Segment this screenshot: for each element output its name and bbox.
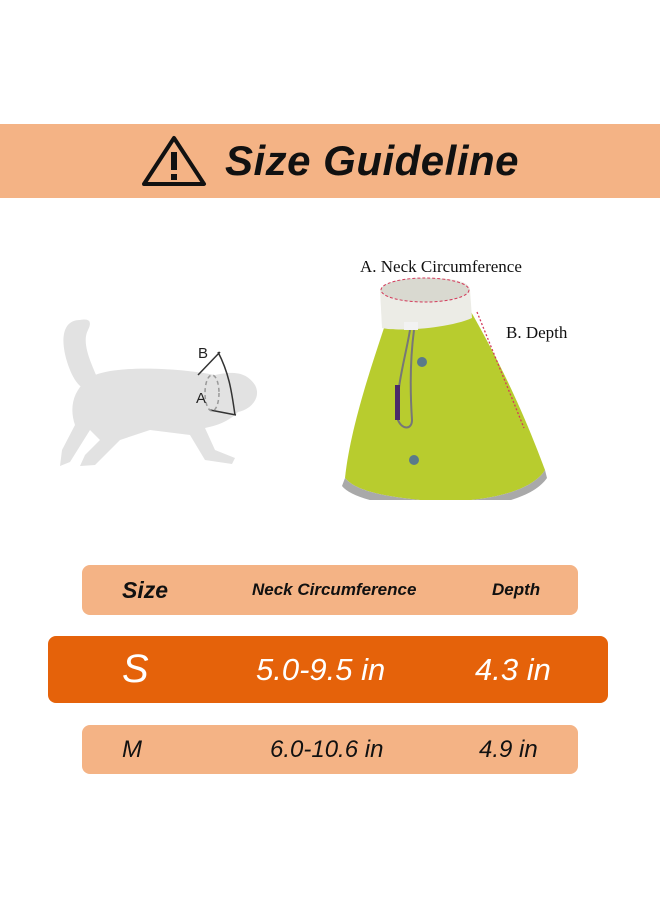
page-title: Size Guideline — [224, 137, 520, 184]
table-row-s: S 5.0-9.5 in 4.3 in — [48, 636, 608, 703]
warning-triangle-icon — [141, 136, 206, 186]
depth-m: 4.9 in — [479, 735, 538, 763]
depth-label: B. Depth — [506, 323, 568, 342]
size-table-header: Size Neck Circumference Depth — [82, 565, 578, 615]
title-banner: Size Guideline — [0, 124, 660, 198]
header-neck-circumference: Neck Circumference — [252, 580, 417, 599]
neck-m: 6.0-10.6 in — [270, 735, 384, 763]
cat-cone-outline — [197, 351, 237, 416]
cat-silhouette — [60, 319, 258, 466]
header-depth: Depth — [492, 580, 541, 599]
size-s: S — [122, 647, 149, 691]
header-size: Size — [122, 576, 169, 603]
depth-s: 4.3 in — [475, 651, 551, 687]
illustration: B A A. Neck Circumference B. Depth — [60, 257, 568, 500]
cat-label-a: A — [196, 390, 206, 407]
size-m: M — [122, 735, 142, 763]
cat-label-b: B — [198, 345, 208, 362]
table-row-m: M 6.0-10.6 in 4.9 in — [82, 725, 578, 774]
neck-s: 5.0-9.5 in — [256, 651, 386, 687]
cone-collar-image — [342, 277, 547, 500]
neck-circumference-label: A. Neck Circumference — [360, 257, 522, 276]
